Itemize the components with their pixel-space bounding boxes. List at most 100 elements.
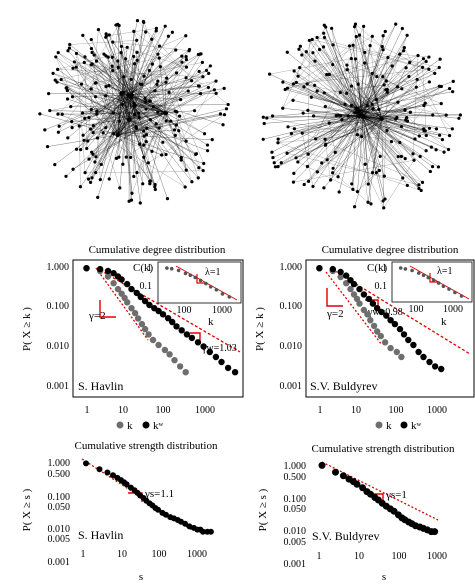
network-edge xyxy=(131,26,166,95)
network-node xyxy=(272,161,276,165)
network-edge xyxy=(356,108,425,131)
y-tick-label: 1.000 xyxy=(47,262,70,273)
y-tick-label: 0.050 xyxy=(48,502,71,513)
network-node xyxy=(289,131,294,136)
network-node xyxy=(353,57,358,61)
network-edge xyxy=(128,105,135,120)
y-tick-label: 0.001 xyxy=(48,557,71,568)
network-node xyxy=(400,87,404,91)
data-point xyxy=(378,308,385,316)
inset-lambda-annotation: λ=1 xyxy=(437,266,453,277)
inset: C(k) 1 0.1 100 1000 k λ=1 xyxy=(367,261,473,328)
network-node xyxy=(91,152,95,156)
network-edge xyxy=(293,108,357,174)
legend-marker-k xyxy=(116,421,124,429)
network-edge xyxy=(84,56,87,149)
network-edge xyxy=(282,35,360,109)
network-node xyxy=(427,126,432,130)
network-edge xyxy=(304,116,364,185)
data-point xyxy=(182,520,189,527)
network-node xyxy=(331,171,335,175)
network-node xyxy=(457,116,461,120)
network-edge xyxy=(356,108,408,186)
network-node xyxy=(104,32,108,36)
network-edge xyxy=(287,118,396,154)
network-edge xyxy=(151,112,166,152)
network-node xyxy=(298,44,302,48)
data-point xyxy=(171,357,178,364)
data-point xyxy=(367,317,374,324)
network-edge xyxy=(306,51,382,119)
network-node xyxy=(92,53,96,57)
network-node xyxy=(184,54,188,59)
gamma-s-annotation: γs=1.1 xyxy=(144,488,174,500)
network-edge xyxy=(361,114,402,157)
network-edge xyxy=(131,94,166,114)
network-node xyxy=(276,137,280,141)
network-edge xyxy=(76,67,118,136)
inset-y-axis-label: C(k) xyxy=(133,262,154,274)
chart-title: Cumulative strength distribution xyxy=(75,440,218,452)
network-node xyxy=(107,84,111,88)
network-edge xyxy=(168,92,199,178)
network-edge xyxy=(72,94,132,128)
network-node xyxy=(107,33,111,37)
data-points xyxy=(83,460,214,535)
network-edge xyxy=(287,26,326,89)
network-node xyxy=(144,107,148,111)
network-edge xyxy=(329,35,360,75)
inset-data-point xyxy=(403,267,408,271)
network-node xyxy=(439,102,443,106)
network-edge xyxy=(84,62,135,106)
data-points xyxy=(83,265,239,376)
network-node xyxy=(424,133,428,138)
network-node xyxy=(184,34,188,38)
network-edge xyxy=(363,47,405,117)
network-node xyxy=(164,152,168,157)
network-edge xyxy=(82,35,122,94)
data-point xyxy=(110,280,117,287)
inset-y-tick-label: 0.1 xyxy=(375,281,388,292)
network-node xyxy=(148,99,152,103)
network-node xyxy=(94,155,98,159)
network-node xyxy=(145,126,149,130)
data-point xyxy=(145,331,152,338)
network-edge xyxy=(363,116,386,200)
network-node xyxy=(313,59,317,63)
network-edge xyxy=(325,118,382,145)
legend-marker-k xyxy=(375,421,383,429)
data-points xyxy=(316,265,445,373)
inset-slope-marker xyxy=(429,273,439,283)
network-node xyxy=(79,148,83,152)
network-edge xyxy=(134,21,144,106)
network-node xyxy=(352,25,357,29)
network-edge xyxy=(357,86,442,192)
x-axis-label: s xyxy=(139,571,143,583)
network-edge xyxy=(121,93,135,106)
network-edge xyxy=(315,115,360,139)
network-edge xyxy=(125,58,145,77)
network-edge xyxy=(381,79,418,119)
network-node xyxy=(89,46,94,51)
network-node xyxy=(420,180,425,184)
network-edge xyxy=(129,80,217,120)
data-point xyxy=(350,280,358,288)
network-node xyxy=(132,62,137,66)
inset-data-point xyxy=(188,273,193,278)
network-edge xyxy=(82,56,187,114)
network-node xyxy=(132,54,136,59)
network-edge xyxy=(97,137,101,180)
network-edge xyxy=(54,105,135,165)
data-point xyxy=(128,305,135,312)
network-node xyxy=(292,127,297,131)
network-node xyxy=(292,171,296,175)
data-point xyxy=(398,353,405,361)
network-node xyxy=(142,155,146,159)
network-node xyxy=(129,198,134,202)
network-edge xyxy=(264,115,360,124)
network-edge xyxy=(98,29,135,106)
network-node xyxy=(378,154,382,158)
inset-data-point xyxy=(447,287,451,291)
network-edge xyxy=(381,69,429,119)
network-node xyxy=(300,53,304,57)
